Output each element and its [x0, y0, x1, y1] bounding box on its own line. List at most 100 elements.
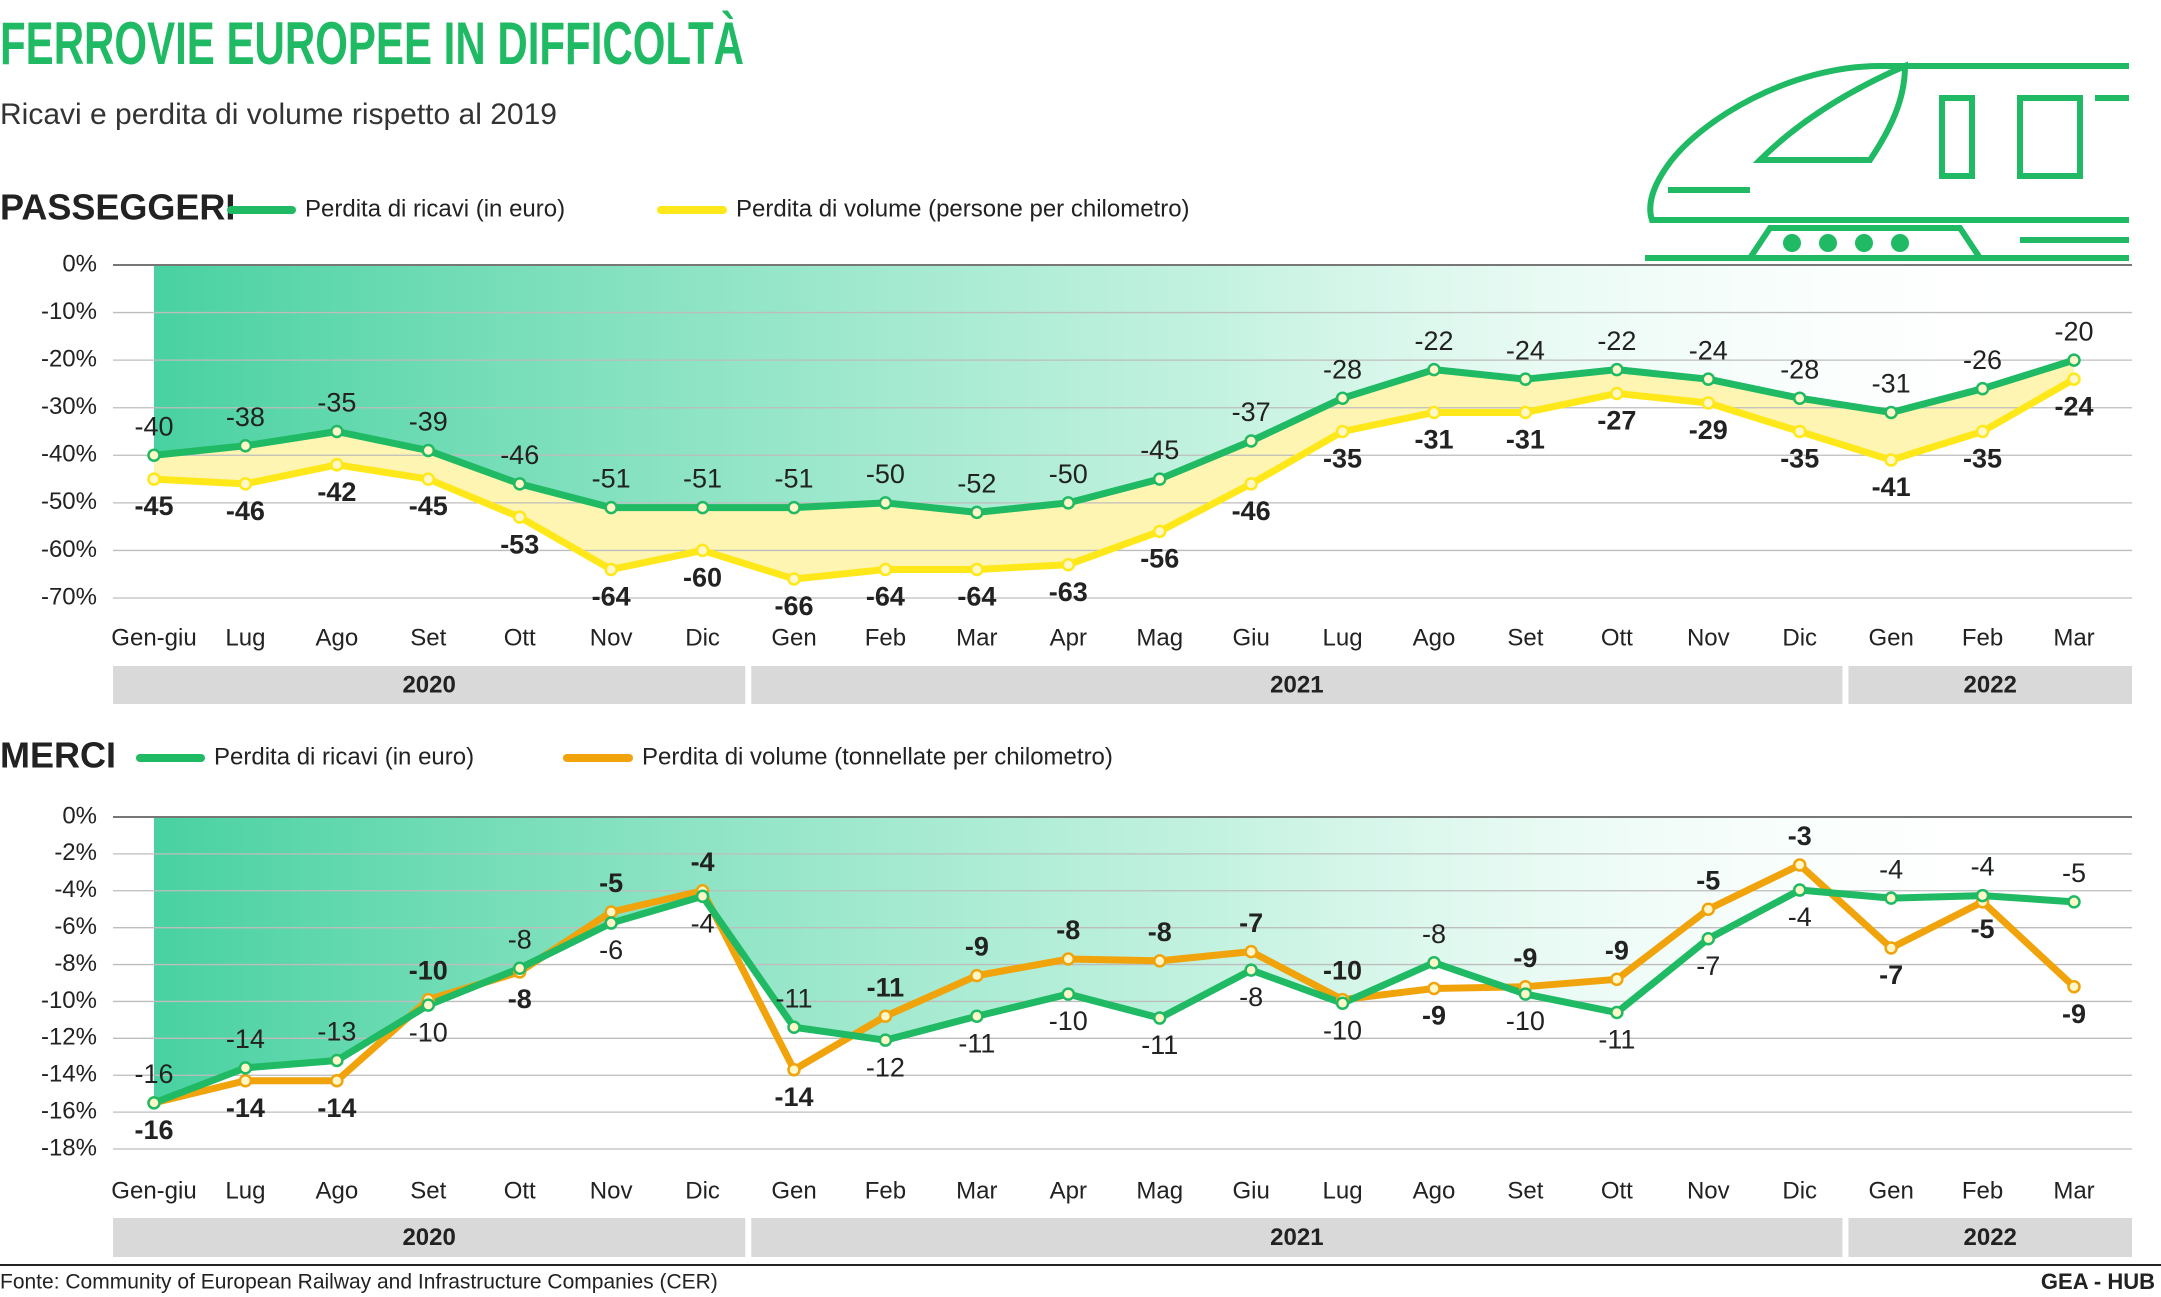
point	[1335, 996, 1350, 1011]
point	[1518, 987, 1533, 1001]
value-label: -4	[691, 908, 715, 938]
value-label: -9	[1605, 935, 1629, 965]
point	[421, 443, 436, 458]
x-tick-label: Ott	[504, 1177, 536, 1204]
year-band	[113, 1218, 746, 1257]
year-label: 2021	[1270, 1224, 1323, 1251]
point	[1518, 405, 1533, 420]
y-tick-label: -10%	[41, 987, 97, 1014]
value-label: -42	[317, 477, 356, 507]
value-label: -45	[134, 491, 173, 521]
value-label: -24	[1689, 335, 1728, 365]
point	[1427, 362, 1441, 377]
point	[695, 543, 710, 558]
point	[238, 477, 253, 491]
x-tick-label: Ago	[1413, 624, 1456, 651]
point	[1244, 963, 1258, 977]
value-label: -53	[500, 529, 539, 559]
value-label: -7	[1879, 960, 1903, 990]
section-title: MERCI	[0, 735, 116, 776]
point	[1152, 954, 1167, 968]
point	[238, 1061, 253, 1075]
x-tick-label: Dic	[1782, 1177, 1817, 1204]
x-tick-label: Lug	[225, 624, 265, 651]
y-tick-label: -14%	[41, 1061, 97, 1088]
value-label: -8	[1239, 982, 1263, 1012]
area	[154, 265, 2074, 513]
x-tick-label: Lug	[225, 1177, 265, 1204]
point	[970, 505, 984, 520]
point	[1244, 434, 1258, 448]
value-label: -11	[867, 972, 905, 1002]
credit: GEA - HUB	[2041, 1269, 2155, 1294]
point	[330, 1074, 344, 1088]
x-tick-label: Feb	[1962, 1177, 2003, 1204]
y-tick-label: -4%	[54, 876, 97, 903]
x-tick-label: Mag	[1136, 624, 1183, 651]
x-tick-label: Apr	[1050, 624, 1087, 651]
x-tick-label: Set	[410, 1177, 446, 1204]
legend-label: Perdita di ricavi (in euro)	[305, 195, 565, 222]
point	[1610, 386, 1624, 401]
value-label: -46	[1232, 496, 1271, 526]
point	[421, 998, 436, 1012]
value-label: -7	[1696, 951, 1720, 981]
year-band	[113, 666, 746, 704]
point	[970, 562, 984, 577]
value-label: -11	[1141, 1030, 1178, 1060]
value-label: -56	[1140, 544, 1179, 574]
point	[1244, 944, 1258, 959]
x-tick-label: Dic	[685, 624, 720, 651]
legend-label: Perdita di volume (tonnellate per chilom…	[642, 743, 1113, 770]
x-tick-label: Set	[1507, 624, 1543, 651]
value-label: -11	[1598, 1025, 1635, 1055]
point	[1152, 524, 1167, 539]
x-tick-label: Gen-giu	[111, 1177, 196, 1204]
point	[695, 889, 710, 904]
point	[1884, 891, 1898, 905]
point	[2067, 372, 2081, 386]
point	[787, 1020, 801, 1035]
point	[970, 1009, 984, 1023]
x-tick-label: Mag	[1136, 1177, 1183, 1204]
series-line	[152, 886, 2075, 1107]
value-label: -24	[2054, 391, 2093, 421]
point	[512, 510, 527, 524]
y-tick-label: -20%	[41, 345, 97, 372]
section-title: PASSEGGERI	[0, 187, 235, 228]
year-band	[751, 666, 1843, 704]
year-label: 2022	[1964, 671, 2017, 698]
point	[147, 448, 161, 463]
y-tick-label: 0%	[62, 250, 97, 277]
value-label: -35	[1780, 444, 1819, 474]
point	[512, 477, 527, 491]
value-label: -51	[683, 464, 722, 494]
x-tick-label: Lug	[1323, 1177, 1363, 1204]
x-tick-label: Gen-giu	[111, 624, 196, 651]
point	[147, 472, 161, 486]
x-tick-label: Dic	[685, 1177, 720, 1204]
value-label: -22	[1414, 326, 1453, 356]
x-tick-label: Gen	[1868, 624, 1913, 651]
value-label: -66	[774, 591, 813, 621]
point	[512, 961, 527, 975]
value-label: -6	[599, 935, 623, 965]
value-label: -9	[965, 932, 989, 962]
value-label: -39	[409, 407, 448, 437]
value-label: -4	[691, 847, 715, 877]
value-label: -35	[317, 388, 356, 418]
point	[878, 1009, 893, 1023]
value-label: -3	[1788, 821, 1812, 851]
point	[1610, 972, 1624, 987]
value-label: -46	[226, 496, 265, 526]
value-label: -14	[226, 1093, 265, 1123]
y-tick-label: -10%	[41, 298, 97, 325]
value-label: -8	[508, 984, 532, 1014]
year-label: 2020	[402, 1224, 455, 1251]
value-label: -64	[592, 582, 631, 612]
y-tick-label: -70%	[41, 583, 97, 610]
x-tick-label: Ott	[1601, 624, 1633, 651]
point	[238, 439, 253, 453]
point	[2067, 979, 2081, 994]
